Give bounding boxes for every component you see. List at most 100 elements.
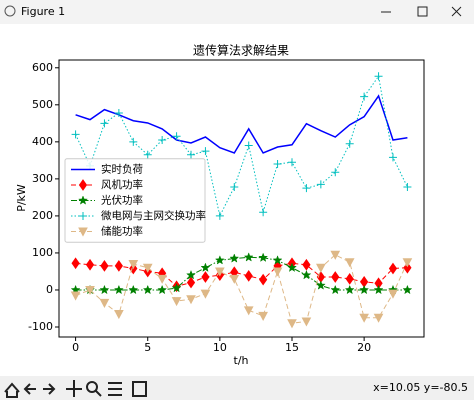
marker (229, 253, 240, 263)
legend-label: 光伏功率 (101, 194, 143, 207)
y-tick-label: -100 (28, 320, 53, 333)
title-bar (0, 0, 474, 24)
marker (85, 285, 95, 296)
marker (200, 289, 211, 299)
marker (301, 269, 312, 280)
marker (186, 295, 196, 305)
marker (243, 306, 254, 316)
marker (373, 284, 384, 295)
marker (331, 168, 340, 177)
marker (200, 262, 211, 272)
legend-label: 微电网与主网交换功率 (101, 209, 206, 222)
marker (214, 255, 225, 265)
marker (345, 139, 354, 148)
pan-button[interactable] (66, 380, 82, 397)
marker (315, 280, 326, 290)
marker (229, 274, 240, 284)
marker (201, 271, 210, 283)
marker (258, 252, 269, 262)
maximize-button[interactable] (417, 6, 428, 17)
home-button[interactable] (4, 382, 20, 398)
y-tick-label: 400 (32, 135, 53, 148)
marker (78, 179, 88, 191)
marker (99, 298, 110, 308)
marker (403, 183, 412, 192)
zoom-button[interactable] (86, 381, 102, 397)
marker (128, 260, 139, 270)
marker (244, 270, 253, 282)
subplots-button[interactable] (108, 382, 122, 396)
series-line (75, 75, 408, 218)
x-tick-label: 20 (357, 341, 371, 354)
x-tick-label: 5 (144, 341, 151, 354)
y-tick-label: 200 (32, 209, 53, 222)
marker (388, 289, 398, 299)
marker (359, 284, 370, 295)
marker (344, 258, 355, 268)
marker (360, 92, 369, 101)
marker (187, 150, 196, 159)
cursor-status: x=10.05 y=-80.5 (373, 381, 468, 394)
y-tick-label: 0 (46, 283, 53, 296)
marker (201, 147, 210, 156)
marker (273, 160, 282, 169)
marker (316, 263, 326, 273)
legend-label: 风机功率 (101, 178, 143, 191)
series-line (75, 254, 408, 324)
legend-label: 实时负荷 (101, 163, 143, 176)
x-tick-label: 0 (72, 341, 79, 354)
marker (301, 317, 312, 327)
series-line (75, 94, 408, 154)
marker (374, 72, 383, 81)
marker (70, 291, 81, 301)
y-axis-label: P/kW (15, 184, 28, 212)
marker (186, 269, 196, 280)
forward-button[interactable] (43, 383, 56, 395)
marker (402, 284, 413, 295)
marker (142, 263, 153, 273)
marker (331, 271, 340, 283)
marker (330, 284, 341, 295)
marker (186, 276, 196, 289)
marker (259, 273, 268, 286)
marker (302, 184, 311, 193)
marker (272, 255, 283, 265)
x-tick-label: 15 (285, 341, 299, 354)
marker (259, 208, 268, 217)
marker (344, 284, 355, 295)
marker (302, 258, 311, 271)
marker (85, 258, 95, 271)
y-tick-label: 500 (32, 98, 53, 111)
plot-frame (58, 59, 425, 338)
y-tick-label: 300 (32, 172, 53, 185)
marker (100, 119, 109, 128)
marker (359, 313, 369, 323)
marker (114, 310, 124, 320)
x-axis-label: t/h (234, 354, 249, 367)
marker (79, 212, 87, 220)
marker (373, 313, 384, 323)
marker (243, 252, 254, 262)
marker (100, 260, 109, 272)
marker (345, 272, 354, 285)
marker (171, 282, 182, 293)
marker (230, 183, 239, 192)
marker (71, 257, 80, 270)
marker (215, 211, 224, 220)
chart-title: 遗传算法求解结果 (193, 43, 289, 58)
marker (215, 267, 225, 277)
marker (128, 284, 139, 295)
marker (287, 262, 297, 272)
marker (287, 319, 297, 329)
app-icon (4, 5, 16, 17)
marker (330, 250, 341, 260)
y-tick-label: 100 (32, 246, 53, 259)
legend-label: 储能功率 (101, 225, 143, 238)
save-button[interactable] (132, 381, 147, 397)
back-button[interactable] (23, 383, 36, 395)
marker (157, 284, 168, 295)
close-button[interactable] (451, 6, 462, 17)
marker (114, 108, 123, 117)
x-tick-label: 10 (213, 341, 227, 354)
